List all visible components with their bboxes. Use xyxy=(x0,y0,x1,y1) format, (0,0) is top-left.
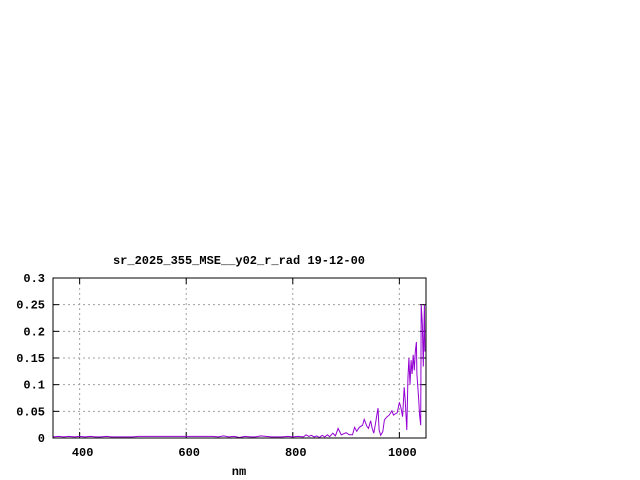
chart-title: sr_2025_355_MSE__y02_r_rad 19-12-00 xyxy=(113,254,365,268)
y-tick-label: 0 xyxy=(38,432,45,446)
plot-frame xyxy=(52,277,427,439)
y-tick-label: 0.2 xyxy=(23,325,45,339)
x-tick-label: 600 xyxy=(178,446,200,460)
y-tick-label: 0.25 xyxy=(16,299,45,313)
grid-lines xyxy=(53,278,426,438)
x-tick-label: 800 xyxy=(285,446,307,460)
x-axis-label: nm xyxy=(232,465,246,479)
y-tick-label: 0.3 xyxy=(23,272,45,286)
x-tick-label: 400 xyxy=(72,446,94,460)
x-tick-label: 1000 xyxy=(388,446,417,460)
series-group xyxy=(52,304,426,439)
y-tick-label: 0.1 xyxy=(23,379,45,393)
y-tick-label: 0.05 xyxy=(16,405,45,419)
y-axis: 0 0.05 0.1 0.15 0.2 0.25 0.3 xyxy=(16,272,426,446)
series-line xyxy=(52,304,426,439)
x-axis: 400 600 800 1000 xyxy=(72,278,417,460)
y-tick-label: 0.15 xyxy=(16,352,45,366)
